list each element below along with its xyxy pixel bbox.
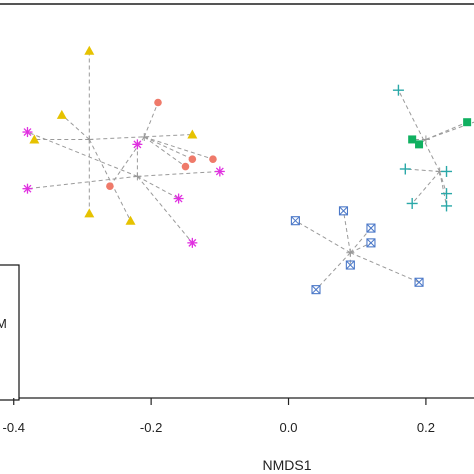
data-point-boxx <box>311 285 321 295</box>
data-point-circle <box>188 155 197 163</box>
spider-line <box>61 114 90 140</box>
data-point-circle <box>209 155 217 163</box>
centroid-marker <box>85 135 94 144</box>
data-point-plus <box>406 197 418 209</box>
data-point-boxx <box>338 206 349 216</box>
centroid-marker <box>133 172 142 181</box>
spider-line <box>405 168 440 172</box>
spider-line <box>144 136 214 160</box>
data-point-asterisk <box>187 237 198 248</box>
data-point-square <box>408 135 417 144</box>
data-point-boxx <box>366 223 376 233</box>
data-point-triangle <box>84 208 95 218</box>
data-point-asterisk <box>214 166 225 177</box>
data-point-asterisk <box>173 193 184 204</box>
spider-line <box>295 220 351 254</box>
spider-line <box>350 242 372 254</box>
spider-line <box>342 210 351 253</box>
x-tick-label: 0.0 <box>279 420 297 435</box>
data-point-square <box>415 140 424 149</box>
spider-line <box>397 89 441 172</box>
data-point-boxx <box>345 260 355 270</box>
spider-line <box>315 252 351 290</box>
data-point-circle <box>106 182 114 191</box>
data-point-boxx <box>414 277 424 287</box>
spider-line <box>27 131 138 177</box>
spider-line <box>439 171 448 207</box>
centroid-marker <box>421 135 430 144</box>
legend-box <box>0 264 20 401</box>
spider-line <box>411 171 441 204</box>
x-axis-title: NMDS1 <box>262 457 311 473</box>
data-point-triangle <box>84 45 95 55</box>
data-points <box>22 45 472 295</box>
legend-label: M <box>0 316 7 331</box>
data-point-triangle <box>29 134 40 144</box>
x-tick-label: 0.2 <box>417 420 435 435</box>
data-point-asterisk <box>132 139 143 150</box>
data-point-triangle <box>187 129 198 139</box>
centroid-marker <box>140 132 149 141</box>
group-centroids <box>85 132 444 257</box>
x-tick-label: -0.4 <box>3 420 25 435</box>
data-point-plus <box>441 165 453 177</box>
spider-line <box>144 136 193 160</box>
data-point-square <box>463 118 472 127</box>
data-point-circle <box>181 162 190 171</box>
x-tick-label: -0.2 <box>140 420 162 435</box>
spider-lines <box>27 50 474 290</box>
data-point-circle <box>154 98 162 107</box>
spider-line <box>143 136 186 167</box>
spider-line <box>143 102 159 138</box>
data-point-asterisk <box>22 127 33 138</box>
data-point-plus <box>441 188 453 200</box>
spider-line <box>27 175 138 190</box>
spider-line <box>425 121 468 140</box>
spider-line <box>88 139 131 221</box>
data-point-plus <box>399 163 411 175</box>
spider-line <box>137 175 179 199</box>
centroid-marker <box>346 248 355 257</box>
data-point-boxx <box>366 238 376 248</box>
spider-line <box>425 121 474 140</box>
data-point-boxx <box>290 216 300 226</box>
spider-line <box>137 170 220 177</box>
x-axis-ticks: -0.4 -0.2 0.0 0.2 <box>3 398 435 435</box>
data-point-asterisk <box>22 183 33 194</box>
spider-line <box>350 252 420 283</box>
data-point-triangle <box>125 215 136 225</box>
data-point-plus <box>441 200 453 212</box>
data-point-plus <box>392 84 404 96</box>
spider-line <box>137 176 193 244</box>
data-point-triangle <box>56 109 67 119</box>
spider-line <box>349 227 372 254</box>
